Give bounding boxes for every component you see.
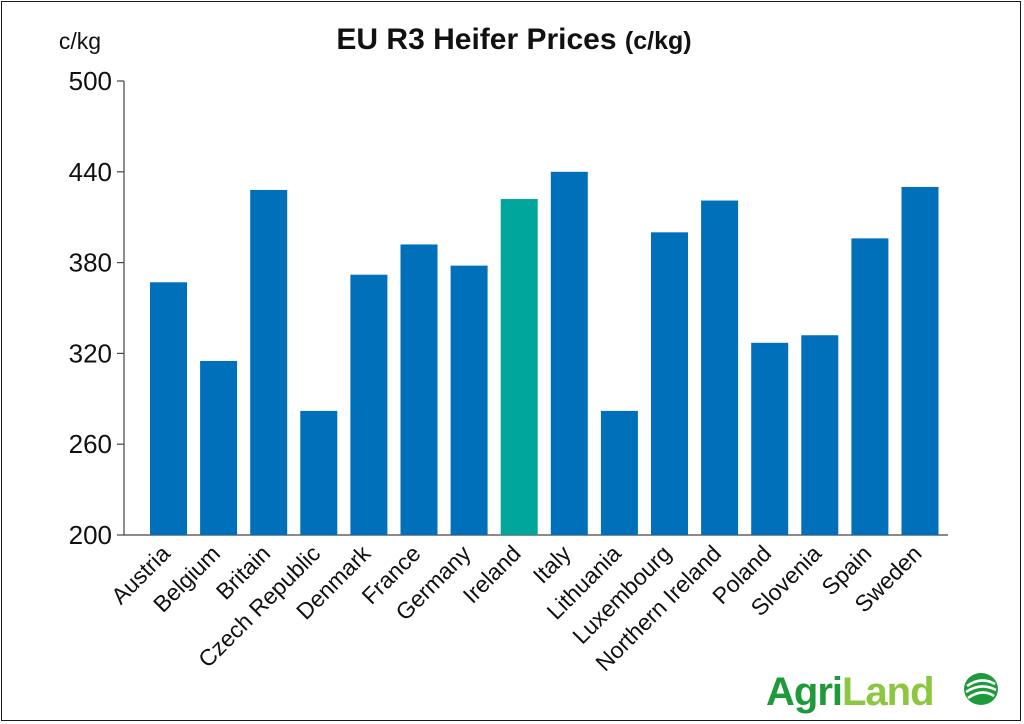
chart-title-text: EU R3 Heifer Prices [336, 23, 616, 56]
agriland-logo: AgriLand [766, 670, 998, 714]
bar-ireland [500, 199, 538, 536]
y-tick-label-200: 200 [69, 520, 112, 550]
logo-text-land: Land [842, 670, 934, 714]
y-tick-label-440: 440 [69, 157, 112, 187]
bar-sweden [901, 186, 939, 535]
y-tick-label-500: 500 [69, 66, 112, 96]
bar-poland [751, 342, 789, 535]
bar-lithuania [600, 410, 638, 535]
y-tick-label-380: 380 [69, 248, 112, 278]
bar-britain [250, 189, 288, 535]
bar-slovenia [801, 335, 839, 535]
bar-denmark [350, 274, 388, 535]
x-tick-label-ireland: Ireland [458, 540, 526, 608]
bar-spain [851, 238, 889, 536]
logo-text: AgriLand [766, 670, 934, 714]
bar-italy [550, 171, 588, 536]
leaf-icon [964, 673, 998, 705]
chart-title-unit: (c/kg) [625, 27, 692, 55]
y-axis-unit-label: c/kg [59, 28, 101, 54]
y-tick-label-260: 260 [69, 429, 112, 459]
plot-area: 200260320380440500AustriaBelgiumBritainC… [69, 66, 948, 676]
chart-title: EU R3 Heifer Prices (c/kg) [336, 23, 691, 56]
logo-text-agri: Agri [766, 670, 842, 714]
bar-czech-republic [300, 410, 338, 535]
bar-luxembourg [651, 232, 688, 536]
bar-austria [150, 282, 187, 535]
bar-france [400, 244, 438, 535]
bar-germany [450, 265, 488, 535]
y-tick-label-320: 320 [69, 338, 112, 368]
bar-northern-ireland [701, 200, 739, 535]
bar-belgium [200, 360, 238, 535]
